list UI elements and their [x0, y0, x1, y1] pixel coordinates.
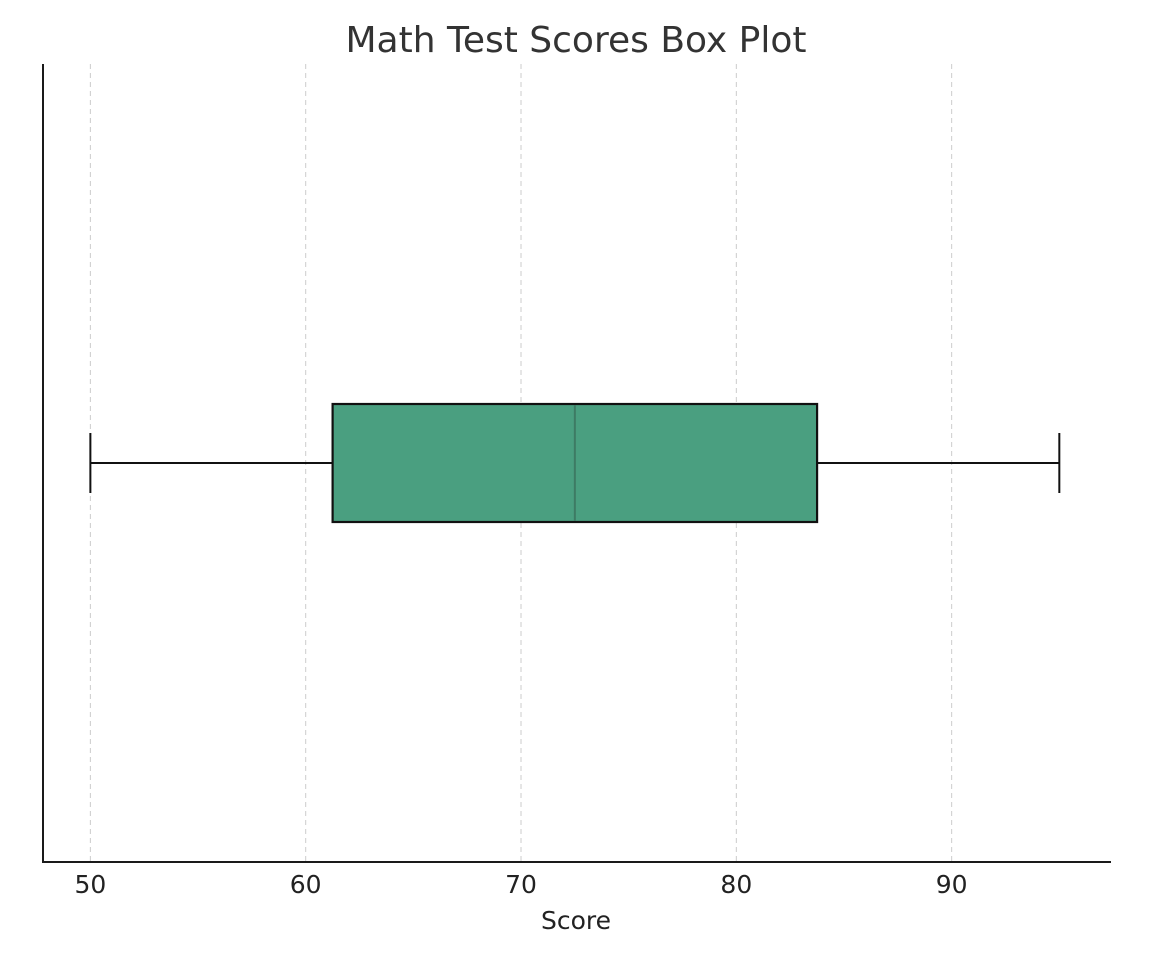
chart-title: Math Test Scores Box Plot [345, 20, 806, 61]
x-tick-label: 80 [720, 870, 752, 899]
x-axis-ticks: 50 60 70 80 90 [74, 870, 967, 899]
axes [42, 64, 1111, 863]
x-tick-label: 90 [936, 870, 968, 899]
box-plot-series [89, 402, 1061, 524]
x-tick-label: 60 [290, 870, 322, 899]
x-tick-label: 50 [74, 870, 106, 899]
x-axis-label: Score [541, 906, 611, 935]
x-tick-label: 70 [505, 870, 537, 899]
